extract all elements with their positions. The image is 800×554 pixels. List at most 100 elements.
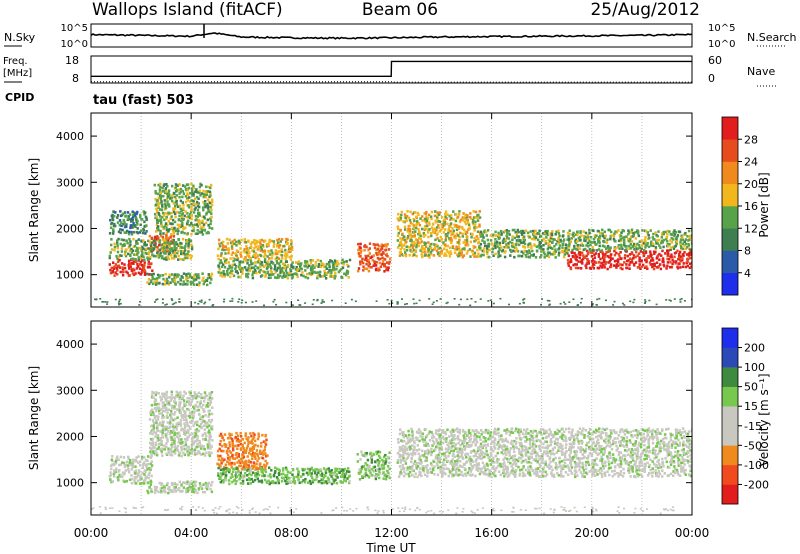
power-cell [155,230,158,233]
power-cell [291,304,294,306]
velocity-cell [152,412,156,416]
power-cell [235,265,238,268]
power-cell [585,244,588,247]
power-cell [310,265,313,268]
velocity-cell [194,421,197,424]
velocity-cell [448,451,451,455]
power-cell [116,239,119,242]
velocity-cell [233,461,236,465]
power-cell [321,262,324,265]
velocity-cell [114,469,117,472]
velocity-cell [161,428,164,432]
velocity-cell [236,461,239,464]
power-cell [679,259,682,263]
velocity-cell [161,454,164,457]
velocity-cell [304,477,307,481]
power-cell [598,236,601,239]
powerColorbar-tick-label: 12 [744,222,758,235]
power-cell [128,237,131,241]
power-cell [200,230,203,234]
velocity-cell [250,439,253,443]
power-cell [578,247,582,250]
power-cell [419,217,422,220]
power-cell [279,274,282,278]
velocity-cell [156,453,159,457]
power-cell [561,246,564,249]
power-cell [143,264,146,267]
power-cell [217,257,220,261]
power-cell [637,234,640,238]
power-cell [436,226,439,229]
velocity-cell [408,467,411,471]
velocity-cell [402,433,405,436]
velocity-cell [209,393,212,397]
power-cell [486,252,489,255]
velocity-cell [418,467,422,470]
power-cell [274,276,277,279]
power-cell [136,227,139,230]
power-cell [335,263,338,266]
power-cell [470,217,473,221]
velocity-cell [185,437,188,441]
power-cell [656,266,659,269]
velocity-cell [433,472,436,476]
velocity-cell [150,424,153,428]
velocity-cell [209,401,213,404]
power-cell [113,274,116,277]
velocity-cell [340,469,343,473]
power-cell [632,257,635,260]
power-cell [684,247,687,251]
velocity-cell [202,483,205,486]
power-cell [651,265,654,269]
velocity-cell [208,429,211,432]
velocity-cell [446,467,449,470]
velocity-cell [165,390,168,394]
power-cell [625,266,629,270]
velocity-cell [405,457,408,461]
velocity-cell [204,486,208,490]
powerColorbar-tick-label: 16 [744,200,758,213]
velocity-cell [166,416,169,419]
velocity-cell [428,430,431,433]
velocity-cell [338,471,341,474]
velocity-cell [148,418,152,421]
velocity-cell [233,457,236,461]
power-cell [137,238,140,241]
power-cell [196,208,200,212]
power-cell [242,249,246,253]
velocity-cell [172,450,176,453]
power-cell [427,235,430,239]
power-cell [623,261,626,264]
velocity-cell [205,424,208,428]
power-cell [513,255,516,259]
power-cell [445,254,448,257]
power-cell [223,298,226,301]
velocity-cell [263,448,266,452]
power-cell [442,231,446,234]
power-cell [195,195,199,199]
power-cell [562,255,566,259]
power-cell [450,214,453,217]
velocity-cell [178,480,181,484]
power-cell [443,254,446,257]
velocity-cell [114,461,118,465]
velocity-cell [157,392,160,395]
power-cell [181,237,185,241]
power-cell [595,304,598,306]
velocity-cell [263,474,266,477]
velocity-cell [161,447,164,450]
velocity-cell [196,430,199,433]
velocity-cell [432,435,436,439]
power-cell [365,267,368,271]
velocity-cell [111,455,114,458]
power-cell [572,298,575,300]
power-cell [190,199,193,202]
power-cell [343,272,346,276]
power-cell [408,228,412,231]
power-cell [156,273,160,277]
velocity-cell [334,467,337,471]
power-cell [235,255,238,258]
power-cell [651,236,654,239]
velocity-cell [245,463,248,467]
power-cell [444,215,447,219]
